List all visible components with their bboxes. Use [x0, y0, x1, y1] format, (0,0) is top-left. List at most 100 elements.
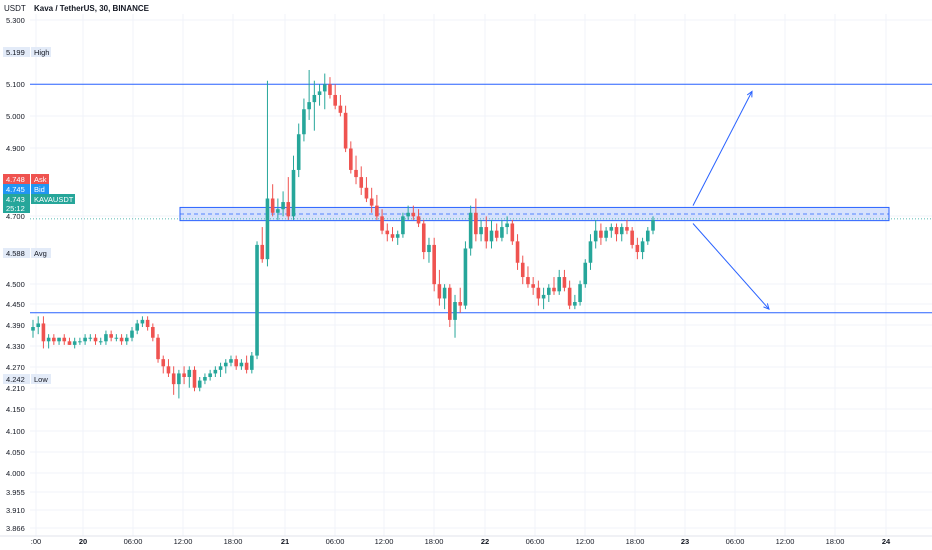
candle [541, 287, 546, 310]
candle [281, 191, 285, 217]
candle-body [515, 241, 520, 263]
candle [239, 359, 244, 370]
candle-body [161, 359, 166, 367]
candle-body [114, 337, 119, 339]
candle-body [375, 205, 379, 217]
candle-body [453, 302, 457, 320]
candle [630, 227, 634, 249]
candle-body [119, 337, 124, 342]
candle-body [390, 234, 395, 238]
candle [218, 362, 223, 377]
candle [161, 355, 166, 374]
candle [72, 337, 77, 349]
candle-body [630, 230, 634, 245]
candle [322, 73, 327, 110]
candle [67, 337, 72, 345]
candle-body [380, 216, 384, 231]
candle [604, 227, 608, 242]
price-tag-label-bg [31, 248, 51, 258]
time-tick-label: 20 [79, 537, 87, 546]
time-axis[interactable]: :00 20 06:00 12:00 18:00 21 06:00 12:00 18:00 22 0… [0, 535, 932, 546]
candle-body [385, 230, 390, 235]
candle-body [151, 327, 155, 338]
candle-body [552, 287, 556, 292]
candle [114, 334, 119, 342]
candle-body [510, 223, 515, 242]
price-tick-label: 3.866 [6, 524, 25, 533]
candle [145, 316, 150, 331]
candle-body [489, 230, 494, 242]
price-tag-label-bg [31, 184, 49, 194]
price-tick-label: 4.210 [6, 384, 25, 393]
candle-body [328, 84, 332, 95]
candle-body [364, 187, 369, 199]
candle-body [474, 212, 478, 235]
candle [317, 84, 322, 106]
candle-body [567, 287, 572, 306]
candle-body [52, 337, 56, 342]
price-tag-value: 4.743 [6, 195, 25, 204]
candle [229, 355, 233, 367]
price-tick-label: 4.390 [6, 321, 25, 330]
candle-body [276, 209, 280, 213]
candle-body [140, 319, 145, 324]
projection-up-line [692, 91, 753, 206]
candle-body [583, 262, 588, 285]
horizontal-levels [30, 83, 932, 314]
candle [104, 330, 108, 345]
candle [135, 319, 140, 335]
price-tag-ask: 4.748 Ask [3, 174, 49, 184]
candle-body [166, 366, 171, 374]
time-tick-label: 18:00 [224, 537, 243, 546]
candle-body [124, 337, 129, 342]
candle [583, 259, 588, 288]
time-tick-label: 12:00 [375, 537, 394, 546]
price-tick-label: 3.910 [6, 506, 25, 515]
time-tick-label: 06:00 [726, 537, 745, 546]
time-tick-label: 18:00 [626, 537, 645, 546]
candle-body [239, 362, 244, 367]
candle [255, 241, 259, 360]
candle-body [192, 369, 197, 388]
candle [609, 223, 614, 238]
candle [369, 187, 374, 213]
price-tag-high: 5.199 High [3, 47, 51, 57]
candle-body [223, 362, 228, 367]
price-tag-value: 4.242 [6, 375, 25, 384]
price-tick-label: 4.150 [6, 405, 25, 414]
candle-body [448, 287, 452, 320]
candle-body [359, 177, 364, 188]
price-tag-label: Avg [34, 249, 47, 258]
candle-body [265, 198, 270, 260]
price-tick-label: 4.500 [6, 280, 25, 289]
candle [515, 234, 520, 270]
candle [593, 219, 598, 249]
candle [62, 334, 67, 345]
candle [479, 219, 483, 242]
candle-body [500, 227, 504, 238]
candle [448, 284, 452, 328]
candle [109, 330, 113, 342]
candle-body [494, 230, 499, 238]
candle [364, 177, 369, 203]
candle [52, 334, 56, 345]
candle-body [541, 294, 546, 299]
candle-body [343, 112, 348, 149]
candle-body [479, 227, 483, 235]
candle-body [93, 337, 98, 342]
resistance-zone [179, 206, 890, 222]
candle [57, 337, 61, 345]
candle-body [619, 227, 624, 235]
candle-body [505, 223, 509, 228]
candle [140, 316, 145, 328]
candle [567, 280, 572, 310]
time-tick-label: 06:00 [526, 537, 545, 546]
price-tag-label-bg [31, 47, 51, 57]
candle-body [546, 287, 551, 295]
price-tag-value-bg [3, 184, 30, 194]
candle-body [588, 241, 593, 263]
candle-body [41, 323, 46, 342]
price-tick-label: 4.050 [6, 448, 25, 457]
price-axis[interactable]: 5.300 5.100 5.000 4.900 4.700 4.500 4.450 4.390… [6, 16, 25, 533]
